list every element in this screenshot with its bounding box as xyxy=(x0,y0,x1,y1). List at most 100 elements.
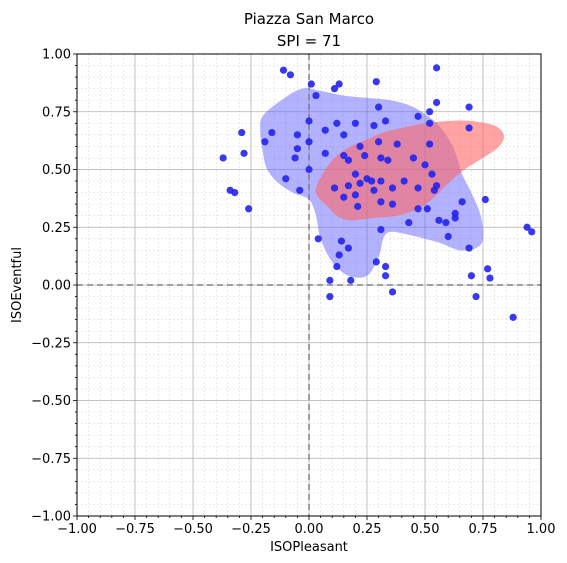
scatter-point xyxy=(414,205,422,213)
scatter-point xyxy=(384,156,392,164)
scatter-point xyxy=(372,78,380,86)
scatter-point xyxy=(344,182,353,190)
scatter-point xyxy=(481,195,489,204)
scatter-point xyxy=(377,198,385,206)
scatter-point xyxy=(351,170,359,178)
scatter-point xyxy=(326,292,334,301)
scatter-point xyxy=(261,138,269,146)
scatter-point xyxy=(231,189,239,197)
scatter-point xyxy=(291,154,299,162)
origin-crosshair xyxy=(77,54,541,516)
scatter-point xyxy=(486,274,494,282)
scatter-point xyxy=(372,258,380,266)
scatter-point xyxy=(286,71,295,79)
scatter-point xyxy=(312,91,320,100)
x-tick-label: 0.75 xyxy=(469,522,498,537)
axis-ticks xyxy=(73,53,542,520)
y-tick-label: 0.00 xyxy=(42,279,71,294)
scatter-point xyxy=(296,186,304,194)
scatter-point xyxy=(305,117,313,125)
scatter-point xyxy=(305,165,313,174)
scatter-point xyxy=(340,131,348,139)
y-tick-label: −0.75 xyxy=(31,452,71,467)
scatter-point xyxy=(321,149,329,157)
x-tick-label: 0.00 xyxy=(295,522,324,537)
chart-title: Piazza San Marco xyxy=(244,10,374,28)
x-tick-label: 0.50 xyxy=(411,522,440,537)
scatter-point xyxy=(370,186,378,194)
y-tick-label: −1.00 xyxy=(31,510,71,525)
scatter-point xyxy=(388,200,397,208)
x-axis-label: ISOPleasant xyxy=(270,540,348,555)
scatter-point xyxy=(340,193,348,201)
scatter-point xyxy=(293,145,301,153)
scatter-point xyxy=(361,152,369,160)
scatter-point xyxy=(321,126,329,134)
scatter-point xyxy=(307,80,315,88)
scatter-point xyxy=(472,292,480,301)
scatter-points xyxy=(219,64,536,321)
x-tick-label: −0.25 xyxy=(231,522,271,537)
scatter-point xyxy=(388,288,397,296)
x-tick-labels: −1.00 −0.75 −0.50 −0.25 0.00 0.25 0.50 0.75 1.00 xyxy=(57,522,555,537)
scatter-point xyxy=(484,265,492,273)
scatter-point xyxy=(381,262,390,271)
scatter-point xyxy=(381,272,390,280)
scatter-point xyxy=(354,202,362,211)
scatter-point xyxy=(363,175,371,183)
scatter-point xyxy=(409,154,417,162)
y-axis-label: ISOEventful xyxy=(10,247,25,323)
y-tick-label: 0.50 xyxy=(42,163,71,178)
x-tick-label: 0.25 xyxy=(353,522,382,537)
scatter-point xyxy=(293,131,301,139)
scatter-point xyxy=(337,237,346,245)
scatter-point xyxy=(405,219,413,227)
scatter-point xyxy=(333,262,341,271)
scatter-point xyxy=(509,313,517,321)
scatter-point xyxy=(388,184,397,192)
x-tick-label: −1.00 xyxy=(57,522,97,537)
scatter-point xyxy=(433,64,441,72)
scatter-point xyxy=(458,198,466,206)
scatter-point xyxy=(377,154,385,162)
scatter-point xyxy=(375,103,383,111)
scatter-point xyxy=(330,184,339,192)
scatter-point xyxy=(282,175,290,183)
scatter-point xyxy=(414,112,422,120)
y-tick-label: 0.75 xyxy=(42,105,71,120)
scatter-point xyxy=(451,209,459,217)
scatter-point xyxy=(423,205,431,213)
scatter-point xyxy=(340,152,348,160)
scatter-point xyxy=(444,232,452,241)
x-tick-label: −0.75 xyxy=(115,522,155,537)
y-tick-label: −0.50 xyxy=(31,394,71,409)
scatter-point xyxy=(430,186,438,194)
scatter-point xyxy=(240,149,248,157)
scatter-point xyxy=(426,140,434,148)
y-tick-labels: −1.00 −0.75 −0.50 −0.25 0.00 0.25 0.50 0.75 1.00 xyxy=(31,48,71,525)
scatter-point xyxy=(335,80,343,88)
y-tick-label: 0.25 xyxy=(42,221,71,236)
scatter-point xyxy=(268,128,276,137)
scatter-point xyxy=(421,161,429,169)
scatter-point xyxy=(465,103,473,111)
scatter-point xyxy=(523,223,531,231)
scatter-point xyxy=(347,276,355,284)
scatter-point xyxy=(426,119,434,127)
scatter-point xyxy=(465,124,473,132)
scatter-point xyxy=(219,154,227,162)
scatter-point xyxy=(333,119,341,127)
chart-subtitle: SPI = 71 xyxy=(277,32,341,50)
scatter-point xyxy=(370,122,378,130)
scatter-point xyxy=(351,119,359,127)
scatter-point xyxy=(344,156,353,164)
scatter-point xyxy=(400,177,408,185)
scatter-point xyxy=(426,108,434,116)
scatter-point xyxy=(326,276,334,284)
scatter-point xyxy=(344,244,353,252)
scatter-point xyxy=(465,244,473,252)
scatter-point xyxy=(433,98,441,107)
scatter-point xyxy=(356,179,364,187)
scatter-point xyxy=(377,225,385,234)
